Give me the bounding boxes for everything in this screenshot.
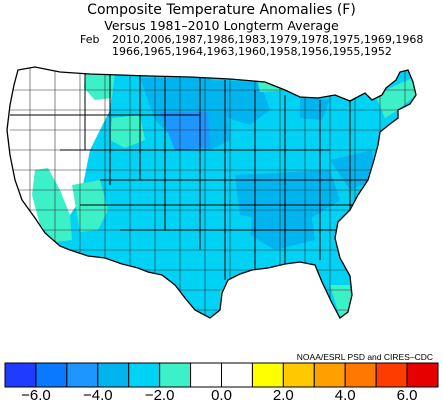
colorbar-swatch [35,362,68,388]
colorbar-swatch [66,362,99,388]
colorbar-tick-label: −2.0 [144,387,175,404]
wyoming-slight-cold [110,115,145,148]
credit-text: NOAA/ESRL PSD and CIRES–CDC [296,352,433,362]
south-texas-slight-cold [220,285,235,312]
west-coast-normal-region [7,67,115,230]
colorbar-swatch [344,362,377,388]
us-anomaly-map [6,66,417,319]
map-title: Composite Temperature Anomalies (F) [87,2,356,18]
colorbar-tick-label: 6.0 [396,387,418,404]
colorbar-tick-label: 4.0 [334,387,356,404]
colorbar-swatch [251,362,284,388]
idaho-slight-cold [84,70,115,100]
southeast-moderate-cold [250,200,315,250]
colorbar-tick-label: 2.0 [272,387,294,404]
state-borders [10,72,380,280]
colorbar-swatch [190,362,222,388]
colorbar-swatch [159,362,192,388]
colorbar [4,362,439,388]
colorbar-swatch [128,362,161,388]
colorbar-swatch [282,362,315,388]
michigan-moderate-cold [300,96,330,120]
colorbar-tick-label: −6.0 [21,387,51,404]
division-grid [10,67,416,318]
years-line-1: 2010,2006,1987,1986,1983,1979,1978,1975,… [112,33,424,46]
colorbar-swatch [313,362,346,388]
colorbar-tick-label: −4.0 [82,387,113,404]
california-slight-cold [32,168,72,242]
nevada-slight-cold [72,180,108,232]
colorbar-swatch [4,362,37,388]
minnesota-moderate-cold [205,80,270,125]
colorbar-swatch [406,362,439,388]
colorbar-tick-label: 0.0 [211,387,232,404]
month-label: Feb [80,33,100,46]
colorbar-swatch [221,362,253,388]
new-england-slight-cold [375,78,416,118]
colorbar-swatch [375,362,408,388]
map-subtitle: Versus 1981–2010 Longterm Average [104,18,339,33]
dakotas-strong-cold [160,112,210,150]
years-line-2: 1966,1965,1964,1963,1960,1958,1956,1955,… [112,45,392,58]
colorbar-swatch [97,362,130,388]
